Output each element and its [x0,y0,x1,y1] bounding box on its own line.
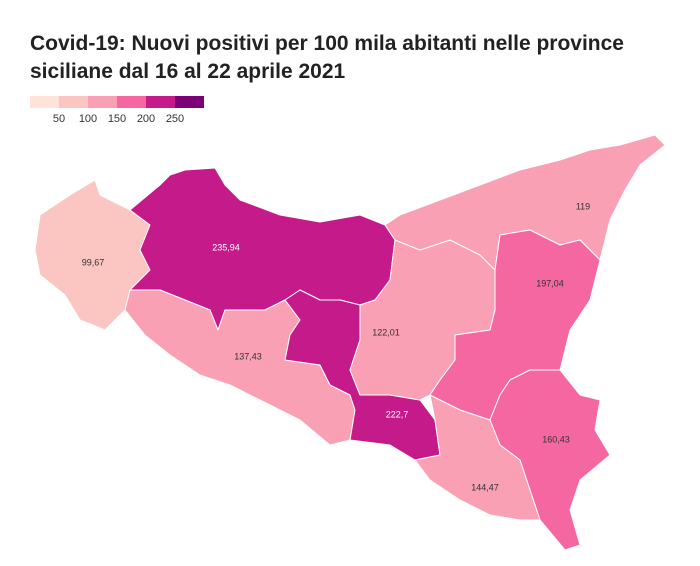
legend-swatch [175,96,204,108]
legend-swatch [146,96,175,108]
region [384,134,666,271]
region-label: 222,7 [386,409,409,419]
region-label: 197,04 [536,278,564,288]
legend-label: 50 [53,113,65,125]
region-label: 144,47 [471,482,499,492]
legend-label: 150 [108,113,126,125]
region-label: 99,67 [82,257,105,267]
legend-swatch [117,96,146,108]
legend-swatch [59,96,88,108]
legend-swatch [88,96,117,108]
legend: 50 100 150 200 250 [30,96,204,125]
region [414,394,541,521]
region-label: 122,01 [372,327,400,337]
region-label: 160,43 [542,434,570,444]
region-label: 235,94 [212,242,240,252]
legend-label: 100 [79,113,97,125]
title: Covid-19: Nuovi positivi per 100 mila ab… [30,32,624,83]
legend-label: 250 [166,113,184,125]
legend-swatch [30,96,59,108]
region-label: 119 [576,201,590,211]
regions [34,134,666,551]
legend-label: 200 [137,113,155,125]
region-labels: 99,67 235,94 137,43 222,7 122,01 119 197… [82,201,590,492]
region-label: 137,43 [234,351,262,361]
